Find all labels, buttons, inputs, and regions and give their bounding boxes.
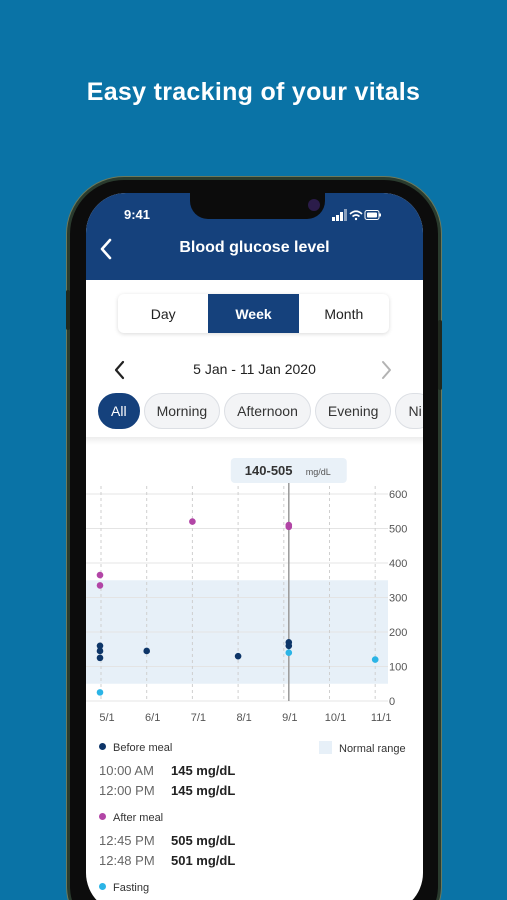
data-point-after-meal [96, 582, 104, 589]
data-point-before-meal [96, 642, 104, 650]
x-tick-label: 8/1 [236, 712, 251, 724]
reading-value: 501 mg/dL [171, 853, 236, 868]
period-segmented-control: Day Week Month [118, 294, 389, 333]
status-icons [332, 208, 382, 226]
reading-time: 12:48 PM [99, 853, 155, 868]
data-point-fasting [285, 649, 293, 656]
phone-power-button [438, 320, 442, 390]
data-point-before-meal [96, 647, 104, 655]
segment-month[interactable]: Month [324, 305, 364, 322]
highlight-range-unit: mg/dL [306, 467, 331, 477]
data-point-fasting [96, 689, 104, 696]
x-tick-label: 6/1 [145, 712, 160, 724]
segment-day[interactable]: Day [150, 305, 176, 322]
chip-all[interactable]: All [98, 393, 140, 429]
signal-icon [332, 209, 347, 221]
phone-side-button [66, 290, 70, 330]
legend-before-meal: Before meal [99, 742, 172, 754]
fasting-dot-icon [99, 883, 106, 890]
chevron-left-icon [114, 360, 125, 380]
highlight-range-label: 140-505 [245, 463, 293, 478]
reading-value: 145 mg/dL [171, 763, 236, 778]
chip-evening[interactable]: Evening [314, 393, 392, 429]
data-point-before-meal [234, 652, 242, 660]
normal-range-swatch-icon [319, 741, 332, 754]
highlight-range-pill [230, 458, 347, 483]
headline: Easy tracking of your vitals [86, 78, 421, 106]
x-tick-label: 7/1 [191, 712, 206, 724]
notch [190, 193, 325, 219]
wifi-icon [349, 210, 363, 221]
reading-row: 12:45 PM 505 mg/dL [99, 833, 235, 848]
data-point-before-meal [143, 647, 150, 655]
camera-icon [308, 199, 320, 211]
reading-time: 12:45 PM [99, 833, 155, 848]
y-tick-label: 200 [389, 627, 407, 639]
chevron-right-icon [382, 361, 391, 379]
previous-week-button[interactable] [112, 357, 128, 383]
data-point-before-meal [96, 654, 104, 662]
y-tick-label: 600 [389, 489, 407, 501]
legend-after-meal: After meal [99, 812, 163, 824]
reading-row: 10:00 AM 145 mg/dL [99, 763, 235, 778]
data-point-after-meal [189, 518, 196, 525]
battery-icon [364, 210, 381, 220]
after-meal-dot-icon [99, 813, 106, 820]
status-time: 9:41 [124, 207, 151, 222]
legend-and-readings: Before meal Normal range 10:00 AM 145 mg… [86, 733, 423, 900]
date-range-label: 5 Jan - 11 Jan 2020 [193, 361, 316, 377]
data-point-after-meal [96, 571, 104, 579]
glucose-scatter-chart: 0 100 200 300 400 500 600 5/1 6/1 7/1 8/1 9/1 10/1 11… [86, 458, 407, 724]
time-of-day-filter: All Morning Afternoon Evening Ni [98, 393, 423, 429]
reading-time: 12:00 PM [99, 783, 155, 798]
chevron-left-icon [100, 238, 112, 260]
back-button[interactable] [96, 235, 118, 263]
x-tick-label: 9/1 [282, 712, 297, 724]
reading-time: 10:00 AM [99, 763, 154, 778]
glucose-chart[interactable]: 0 100 200 300 400 500 600 5/1 6/1 7/1 8/1 9/1 10/1 11… [86, 445, 423, 725]
reading-row: 12:48 PM 501 mg/dL [99, 853, 235, 868]
data-point-after-meal [285, 521, 293, 529]
before-meal-dot-icon [99, 743, 106, 750]
segment-week[interactable]: Week [208, 294, 299, 333]
reading-value: 145 mg/dL [171, 783, 236, 798]
data-point-fasting [371, 656, 379, 663]
date-navigator: 5 Jan - 11 Jan 2020 [86, 355, 423, 385]
filter-divider [86, 437, 423, 445]
chip-night[interactable]: Ni [395, 393, 423, 429]
x-tick-label: 5/1 [99, 712, 114, 724]
y-tick-label: 0 [389, 696, 395, 708]
reading-value: 505 mg/dL [171, 833, 236, 848]
y-tick-label: 100 [389, 662, 407, 674]
data-point-before-meal [285, 642, 293, 650]
y-tick-label: 400 [389, 558, 407, 570]
legend-fasting: Fasting [99, 882, 149, 894]
chip-afternoon[interactable]: Afternoon [224, 393, 311, 429]
y-tick-label: 300 [389, 593, 407, 605]
y-tick-label: 500 [389, 524, 407, 536]
legend-normal-range: Normal range [319, 741, 406, 755]
app-bar: 9:41 [86, 193, 423, 280]
reading-row: 12:00 PM 145 mg/dL [99, 783, 235, 798]
phone-screen: 9:41 [86, 193, 423, 900]
x-tick-label: 10/1 [325, 712, 346, 724]
x-tick-label: 11/1 [371, 712, 392, 724]
next-week-button[interactable] [378, 357, 394, 383]
chip-morning[interactable]: Morning [143, 393, 221, 429]
page-title: Blood glucose level [179, 239, 330, 256]
